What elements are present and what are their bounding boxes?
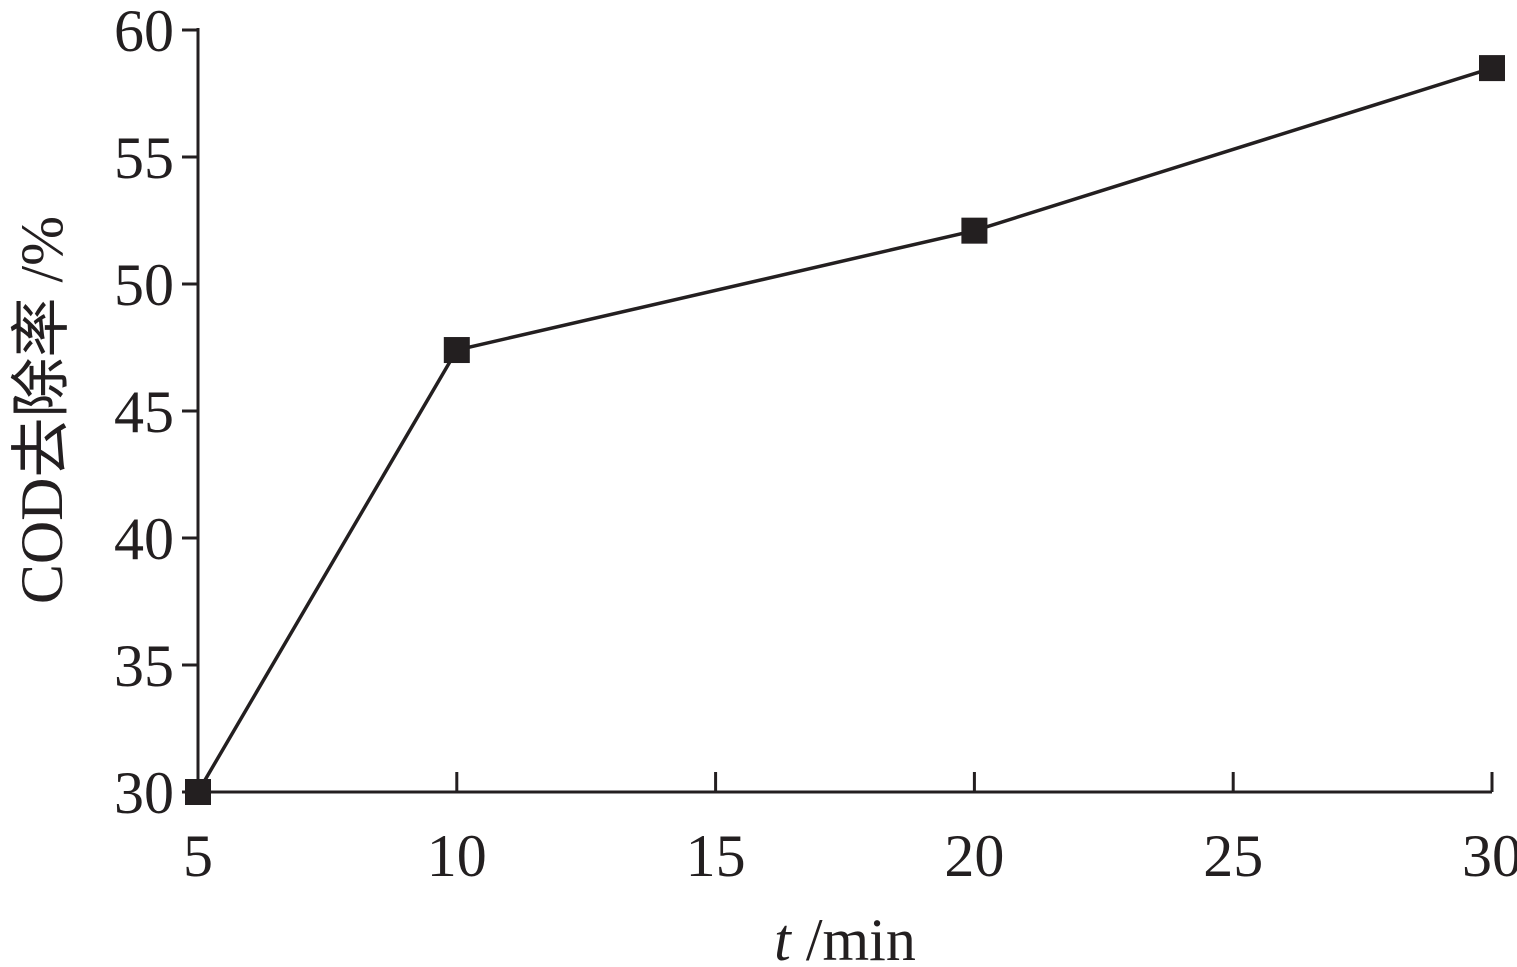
- y-tick-label: 40: [114, 506, 174, 572]
- y-tick-label: 50: [114, 252, 174, 318]
- data-point-marker: [185, 779, 211, 805]
- y-tick-label: 45: [114, 379, 174, 445]
- x-tick-label: 25: [1203, 823, 1263, 889]
- x-tick-label: 10: [427, 823, 487, 889]
- series-layer: [185, 55, 1505, 805]
- y-tick-label: 55: [114, 125, 174, 191]
- x-ticks: 5 10 15 20 25 30: [183, 772, 1517, 889]
- data-point-marker: [1479, 55, 1505, 82]
- y-tick-label: 60: [114, 0, 174, 64]
- series-line: [196, 66, 1493, 793]
- y-ticks: 30 35 40 45 50 55 60: [114, 0, 198, 826]
- x-tick-label: 20: [944, 823, 1004, 889]
- y-axis-title: COD去除率 /%: [9, 216, 75, 604]
- x-tick-label: 15: [686, 823, 746, 889]
- y-tick-label: 30: [114, 760, 174, 826]
- x-axis-title-var: t: [774, 907, 792, 967]
- x-axis-title-unit: /min: [791, 907, 916, 967]
- plot-area: 30 35 40 45 50 55 60 5 10 15 20 25 30: [114, 0, 1517, 889]
- y-tick-label: 35: [114, 633, 174, 699]
- data-point-marker: [443, 337, 470, 364]
- data-point-marker: [961, 217, 988, 244]
- x-tick-label: 5: [183, 823, 213, 889]
- x-tick-label: 30: [1462, 823, 1517, 889]
- x-axis-title: t /min: [774, 907, 916, 967]
